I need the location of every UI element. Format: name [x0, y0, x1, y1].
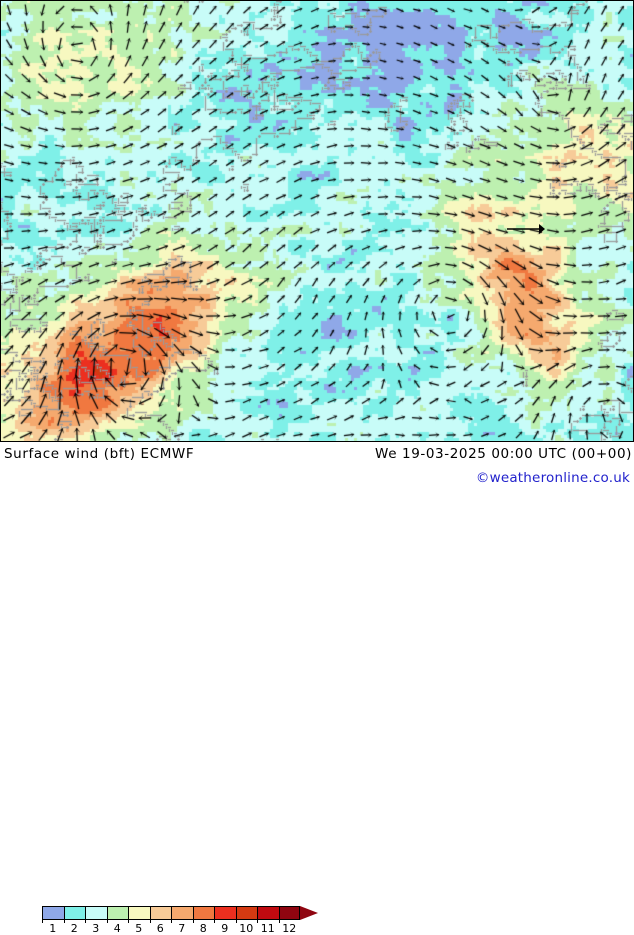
legend-label-2: 2 — [70, 922, 78, 935]
legend-swatch-bft-9[interactable] — [214, 906, 236, 920]
legend-tick-labels: 1 2 3 4 5 6 7 8 9 10 11 12 — [42, 919, 320, 935]
legend-tick — [235, 919, 237, 923]
legend-tick — [85, 919, 86, 923]
legend-swatch-bft-6[interactable] — [149, 906, 171, 920]
legend-tick — [42, 919, 43, 923]
legend-label-5: 5 — [135, 922, 143, 935]
model-run-timestamp: We 19-03-2025 00:00 UTC (00+00) — [375, 446, 632, 462]
legend-tick — [214, 919, 215, 923]
map-title: Surface wind (bft) ECMWF — [4, 446, 195, 462]
legend-swatch-bft-4[interactable] — [106, 906, 128, 920]
legend-swatch-bft-10[interactable] — [235, 906, 257, 920]
legend-label-8: 8 — [199, 922, 207, 935]
legend-label-3: 3 — [92, 922, 100, 935]
legend-label-4: 4 — [113, 922, 121, 935]
legend-label-9: 9 — [221, 922, 229, 935]
legend-tick — [278, 919, 280, 923]
legend-label-7: 7 — [178, 922, 186, 935]
legend-swatch-bft-3[interactable] — [85, 906, 107, 920]
legend-tick — [128, 919, 129, 923]
legend-label-11: 11 — [260, 922, 275, 935]
copyright-notice: ©weatheronline.co.uk — [475, 470, 630, 486]
legend-colorbar[interactable] — [42, 906, 300, 920]
legend-tick — [63, 919, 65, 923]
legend-tick — [149, 919, 151, 923]
legend-swatch-bft-8[interactable] — [192, 906, 214, 920]
legend-tick — [106, 919, 108, 923]
legend-swatch-bft-1[interactable] — [42, 906, 64, 920]
legend-swatch-bft-2[interactable] — [63, 906, 85, 920]
legend-tick — [192, 919, 194, 923]
legend-swatch-bft-5[interactable] — [128, 906, 150, 920]
legend-overflow-arrow-icon — [300, 906, 318, 920]
legend-label-10: 10 — [239, 922, 254, 935]
legend-swatch-bft-7[interactable] — [171, 906, 193, 920]
legend-swatch-bft-11[interactable] — [257, 906, 279, 920]
legend-tick — [171, 919, 172, 923]
map-footer: Surface wind (bft) ECMWF We 19-03-2025 0… — [0, 442, 634, 935]
legend-label-12: 12 — [282, 922, 297, 935]
legend-label-1: 1 — [49, 922, 57, 935]
legend-swatch-bft-12[interactable] — [278, 906, 300, 920]
legend-label-6: 6 — [156, 922, 164, 935]
legend-tick — [257, 919, 258, 923]
map-viewport[interactable] — [0, 0, 634, 442]
wind-arrow-layer — [0, 0, 634, 442]
